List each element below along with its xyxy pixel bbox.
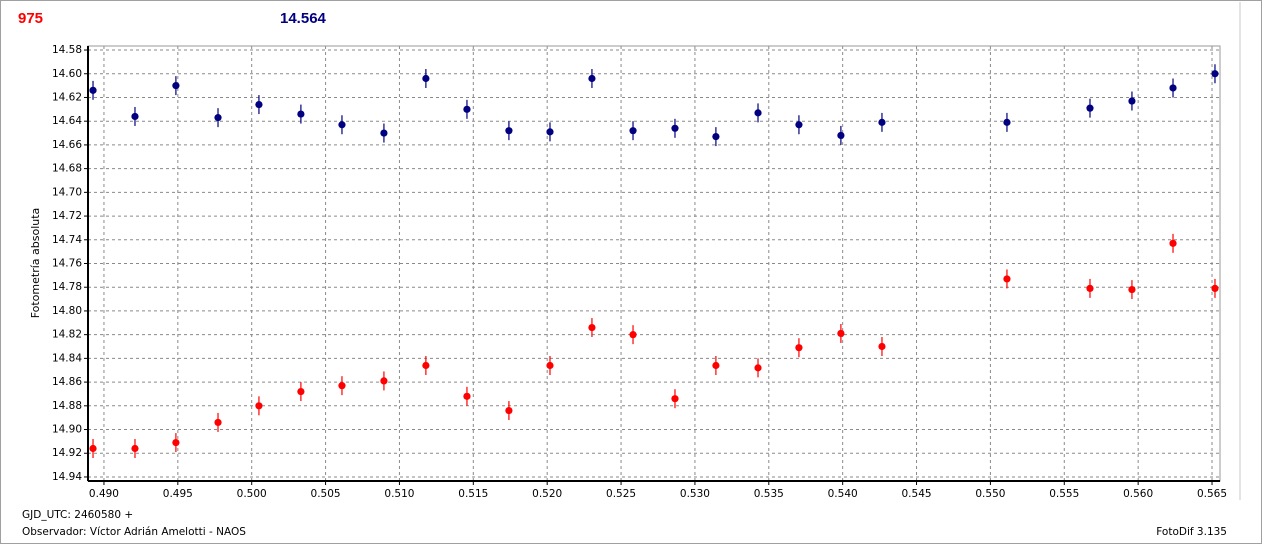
x-tick-label: 0.560: [1123, 488, 1153, 500]
y-tick-label: 14.58: [52, 44, 82, 56]
y-tick-label: 14.94: [52, 471, 82, 483]
data-point: [89, 444, 97, 453]
y-tick-label: 14.86: [52, 376, 82, 388]
data-point: [546, 361, 554, 370]
data-point: [89, 86, 97, 94]
y-tick-label: 14.82: [52, 329, 82, 341]
data-point: [671, 395, 679, 403]
data-point: [131, 112, 139, 121]
header-count: 975: [18, 10, 43, 27]
footer-observer: Observador: Víctor Adrián Amelotti - NAO…: [22, 526, 246, 538]
data-point: [671, 124, 679, 132]
data-point: [588, 323, 596, 332]
x-tick-label: 0.495: [163, 488, 193, 500]
y-tick-label: 14.92: [52, 447, 82, 459]
data-point: [712, 361, 720, 370]
x-tick-label: 0.550: [975, 488, 1005, 500]
y-tick-label: 14.68: [52, 163, 82, 175]
data-point: [172, 82, 180, 90]
data-point: [463, 392, 471, 400]
data-point: [1086, 104, 1094, 112]
data-point: [1003, 275, 1011, 283]
data-point: [795, 121, 803, 129]
x-tick-label: 0.525: [606, 488, 636, 500]
data-point: [255, 402, 263, 410]
data-point: [1128, 97, 1136, 105]
data-point: [214, 418, 222, 427]
y-tick-label: 14.60: [52, 68, 82, 80]
data-point: [255, 100, 263, 109]
data-point: [629, 127, 637, 135]
data-point: [1003, 118, 1011, 126]
data-point: [338, 121, 346, 129]
data-point: [837, 131, 845, 140]
x-tick-label: 0.505: [311, 488, 341, 500]
data-point: [214, 114, 222, 122]
data-point: [837, 329, 845, 338]
data-point: [463, 105, 471, 113]
data-point: [754, 364, 762, 372]
y-tick-label: 14.88: [52, 400, 82, 412]
y-tick-label: 14.76: [52, 258, 82, 270]
y-axis-label: Fotometría absoluta: [29, 208, 42, 319]
data-point: [338, 382, 346, 390]
data-point: [1169, 239, 1177, 247]
data-point: [505, 406, 513, 415]
data-point: [172, 438, 180, 447]
x-tick-label: 0.500: [237, 488, 267, 500]
data-point: [131, 444, 139, 453]
header-magnitude: 14.564: [280, 10, 327, 27]
y-tick-label: 14.84: [52, 352, 82, 364]
data-point: [878, 118, 886, 126]
y-tick-label: 14.78: [52, 281, 82, 293]
data-point: [754, 109, 762, 117]
data-point: [1169, 84, 1177, 92]
footer-date: GJD_UTC: 2460580 +: [22, 509, 133, 521]
footer-software: FotoDif 3.135: [1156, 526, 1227, 538]
data-point: [795, 344, 803, 352]
y-tick-label: 14.64: [52, 115, 82, 127]
data-point: [297, 110, 305, 118]
x-tick-label: 0.540: [828, 488, 858, 500]
data-point: [422, 361, 430, 370]
data-point: [1086, 284, 1094, 293]
data-point: [505, 127, 513, 135]
y-tick-label: 14.62: [52, 91, 82, 103]
data-point: [712, 133, 720, 141]
data-point: [297, 387, 305, 396]
y-tick-label: 14.66: [52, 139, 82, 151]
x-tick-label: 0.510: [384, 488, 414, 500]
data-point: [588, 74, 596, 83]
data-point: [1128, 285, 1136, 294]
y-tick-label: 14.90: [52, 424, 82, 436]
data-point: [546, 128, 554, 136]
data-point: [380, 377, 388, 385]
x-tick-label: 0.535: [754, 488, 784, 500]
y-tick-label: 14.80: [52, 305, 82, 317]
x-tick-label: 0.565: [1197, 488, 1227, 500]
x-tick-label: 0.490: [89, 488, 119, 500]
y-tick-label: 14.72: [52, 210, 82, 222]
y-tick-label: 14.74: [52, 234, 82, 246]
data-point: [1211, 284, 1219, 293]
data-point: [1211, 70, 1219, 78]
data-point: [380, 129, 388, 137]
x-tick-label: 0.515: [458, 488, 488, 500]
x-tick-label: 0.520: [532, 488, 562, 500]
y-tick-label: 14.70: [52, 186, 82, 198]
data-point: [878, 342, 886, 351]
x-tick-label: 0.545: [902, 488, 932, 500]
data-point: [422, 74, 430, 83]
data-point: [629, 331, 637, 339]
x-tick-label: 0.555: [1049, 488, 1079, 500]
x-tick-label: 0.530: [680, 488, 710, 500]
